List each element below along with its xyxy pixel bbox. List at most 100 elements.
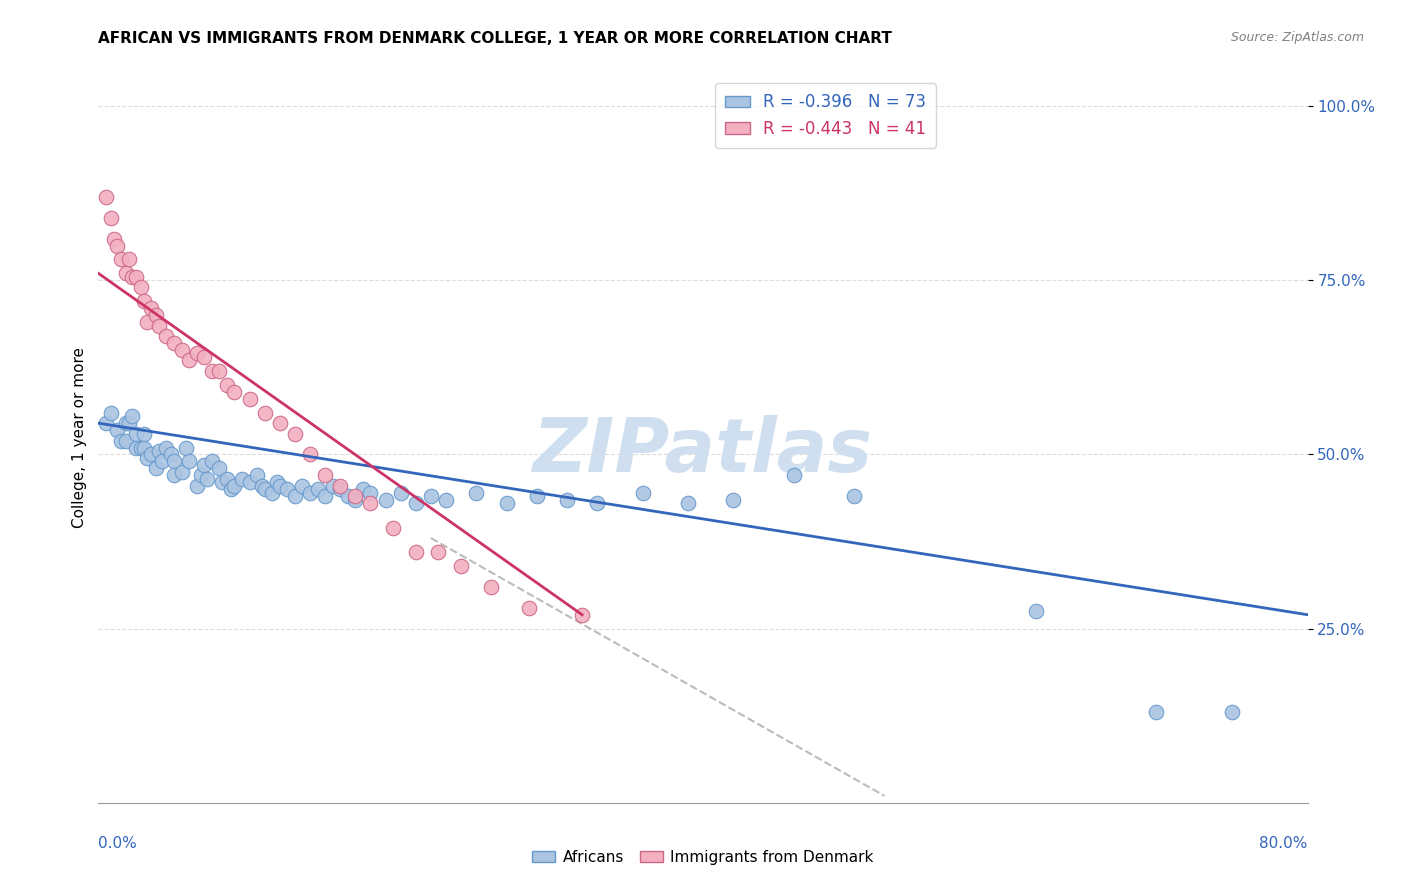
Point — [231, 472, 253, 486]
Point — [723, 492, 745, 507]
Point — [586, 496, 609, 510]
Point — [269, 416, 291, 430]
Point — [246, 468, 269, 483]
Point — [555, 492, 578, 507]
Point — [405, 545, 427, 559]
Point — [239, 392, 262, 406]
Point — [299, 485, 322, 500]
Point — [121, 269, 143, 284]
Point — [344, 492, 367, 507]
Point — [132, 426, 155, 441]
Point — [135, 450, 157, 465]
Point — [322, 479, 344, 493]
Point — [420, 489, 443, 503]
Point — [676, 496, 699, 510]
Point — [495, 496, 517, 510]
Point — [114, 434, 136, 448]
Text: AFRICAN VS IMMIGRANTS FROM DENMARK COLLEGE, 1 YEAR OR MORE CORRELATION CHART: AFRICAN VS IMMIGRANTS FROM DENMARK COLLE… — [98, 31, 893, 46]
Point — [103, 231, 125, 245]
Point — [193, 350, 215, 364]
Point — [262, 485, 284, 500]
Point — [336, 489, 359, 503]
Point — [179, 353, 201, 368]
Text: 80.0%: 80.0% — [1260, 836, 1308, 851]
Point — [224, 479, 246, 493]
Point — [150, 454, 173, 468]
Point — [135, 315, 157, 329]
Point — [1024, 604, 1046, 618]
Point — [382, 521, 405, 535]
Point — [329, 479, 352, 493]
Point — [118, 416, 141, 430]
Point — [352, 483, 374, 497]
Point — [132, 294, 155, 309]
Point — [314, 489, 336, 503]
Point — [631, 485, 654, 500]
Point — [179, 454, 201, 468]
Point — [299, 448, 322, 462]
Point — [148, 444, 170, 458]
Point — [239, 475, 262, 490]
Point — [121, 409, 143, 424]
Point — [190, 468, 212, 483]
Point — [125, 441, 148, 455]
Point — [94, 190, 117, 204]
Point — [465, 485, 488, 500]
Point — [224, 384, 246, 399]
Legend: Africans, Immigrants from Denmark: Africans, Immigrants from Denmark — [526, 844, 880, 871]
Point — [344, 489, 367, 503]
Point — [132, 441, 155, 455]
Point — [155, 441, 177, 455]
Point — [114, 266, 136, 280]
Point — [145, 308, 167, 322]
Point — [145, 461, 167, 475]
Point — [105, 238, 128, 252]
Point — [110, 252, 132, 267]
Point — [163, 336, 186, 351]
Point — [517, 600, 540, 615]
Point — [100, 211, 122, 225]
Legend: R = -0.396   N = 73, R = -0.443   N = 41: R = -0.396 N = 73, R = -0.443 N = 41 — [716, 83, 936, 148]
Point — [186, 479, 208, 493]
Point — [148, 318, 170, 333]
Point — [170, 465, 193, 479]
Point — [844, 489, 866, 503]
Point — [129, 280, 152, 294]
Point — [250, 479, 273, 493]
Point — [94, 416, 117, 430]
Point — [215, 377, 238, 392]
Point — [100, 406, 122, 420]
Point — [783, 468, 806, 483]
Point — [201, 454, 224, 468]
Point — [266, 475, 288, 490]
Point — [405, 496, 427, 510]
Point — [360, 496, 382, 510]
Point — [201, 364, 224, 378]
Point — [163, 468, 186, 483]
Point — [118, 252, 141, 267]
Point — [329, 483, 352, 497]
Point — [374, 492, 396, 507]
Point — [481, 580, 503, 594]
Text: ZIPatlas: ZIPatlas — [533, 415, 873, 488]
Point — [571, 607, 593, 622]
Point — [253, 483, 276, 497]
Point — [195, 472, 218, 486]
Point — [526, 489, 548, 503]
Point — [141, 448, 163, 462]
Point — [193, 458, 215, 472]
Point — [105, 423, 128, 437]
Point — [114, 416, 136, 430]
Point — [307, 483, 329, 497]
Point — [1144, 705, 1167, 719]
Point — [155, 329, 177, 343]
Point — [160, 448, 183, 462]
Point — [314, 468, 336, 483]
Point — [208, 364, 231, 378]
Point — [389, 485, 412, 500]
Point — [211, 475, 233, 490]
Point — [174, 441, 197, 455]
Point — [163, 454, 186, 468]
Point — [284, 489, 307, 503]
Point — [125, 269, 148, 284]
